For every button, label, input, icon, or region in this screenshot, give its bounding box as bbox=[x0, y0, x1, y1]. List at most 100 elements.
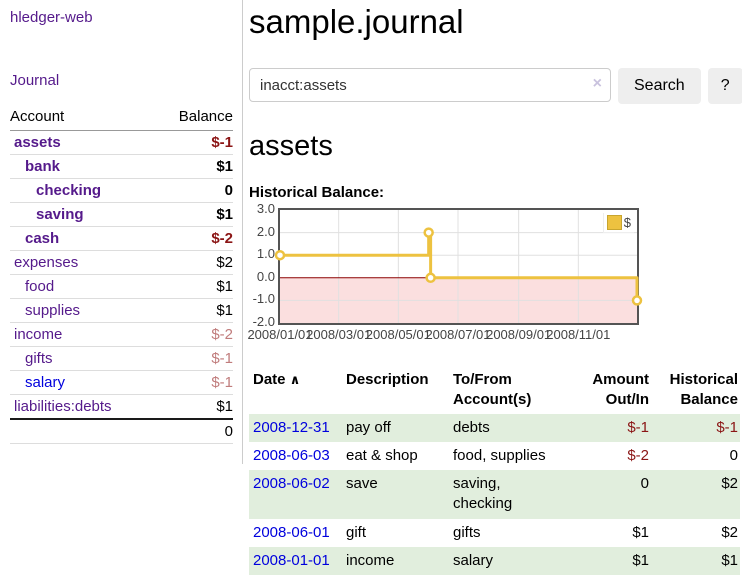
account-link-gifts[interactable]: gifts bbox=[25, 350, 53, 367]
accounts-cell: debts bbox=[453, 418, 490, 436]
date-link[interactable]: 2008-01-01 bbox=[253, 551, 330, 569]
account-link-supplies[interactable]: supplies bbox=[25, 302, 81, 319]
account-balance: $2 bbox=[155, 250, 233, 275]
y-axis-tick-label: 1.0 bbox=[256, 246, 275, 262]
accounts-total-row: 0 bbox=[10, 418, 233, 444]
date-link[interactable]: 2008-12-31 bbox=[253, 418, 330, 436]
amount-cell: $1 bbox=[632, 551, 649, 569]
description-cell: eat & shop bbox=[346, 446, 418, 464]
reg-header-balance: Historical Balance bbox=[669, 371, 738, 409]
account-link-assets[interactable]: assets bbox=[14, 134, 61, 151]
account-row: supplies $1 bbox=[10, 298, 233, 323]
x-axis-tick-label: 2008/01/01 bbox=[247, 327, 313, 342]
x-axis-tick-label: 2008/11/01 bbox=[546, 327, 611, 342]
description-cell: save bbox=[346, 475, 378, 492]
reg-header-description: Description bbox=[346, 371, 429, 388]
description-cell: gift bbox=[346, 523, 367, 541]
search-button[interactable]: Search bbox=[618, 68, 701, 104]
account-row: cash $-2 bbox=[10, 226, 233, 251]
account-balance: $1 bbox=[216, 398, 233, 415]
date-link[interactable]: 2008-06-01 bbox=[253, 523, 330, 541]
y-axis-tick-label: 3.0 bbox=[256, 201, 275, 216]
account-link-salary[interactable]: salary bbox=[25, 374, 66, 391]
account-row: food $1 bbox=[10, 274, 233, 299]
amount-cell: $1 bbox=[632, 523, 649, 541]
balance-cell: $2 bbox=[721, 475, 738, 492]
account-balance: $1 bbox=[155, 202, 233, 227]
balance-cell: $-1 bbox=[716, 418, 738, 436]
register-row: 2008-06-03 eat & shop food, supplies $-2 0 bbox=[249, 442, 740, 470]
description-cell: pay off bbox=[346, 418, 391, 436]
account-link-cash[interactable]: cash bbox=[25, 230, 60, 247]
account-row: checking 0 bbox=[10, 178, 233, 203]
x-axis-tick-label: 2008/07/01 bbox=[425, 327, 491, 342]
reg-header-amount: Amount Out/In bbox=[592, 371, 649, 409]
y-axis-tick-label: -1.0 bbox=[252, 291, 275, 307]
main-content: sample.journal × Search ? assets Histori… bbox=[234, 0, 742, 575]
account-row: bank $1 bbox=[10, 154, 233, 179]
amount-cell: 0 bbox=[640, 475, 649, 492]
account-row: saving $1 bbox=[10, 202, 233, 227]
description-cell: income bbox=[346, 551, 395, 569]
accounts-cell: salary bbox=[453, 551, 494, 569]
chart-plot-area[interactable]: $ bbox=[274, 208, 643, 325]
accounts-cell: saving, checking bbox=[453, 475, 513, 513]
account-link-checking[interactable]: checking bbox=[36, 182, 102, 199]
account-balance: 0 bbox=[155, 178, 233, 203]
chart-title: Historical Balance: bbox=[249, 184, 385, 201]
account-row: assets $-1 bbox=[10, 130, 233, 155]
account-row: income $-2 bbox=[10, 322, 233, 347]
account-balance: $1 bbox=[155, 154, 233, 179]
journal-link[interactable]: Journal bbox=[10, 72, 60, 89]
account-row: salary $-1 bbox=[10, 370, 233, 395]
brand-link[interactable]: hledger-web bbox=[10, 9, 93, 26]
account-balance: $1 bbox=[155, 274, 233, 299]
y-axis-tick-label: 0.0 bbox=[256, 268, 275, 284]
sidebar: hledger-web Journal Account Balance asse… bbox=[0, 0, 243, 464]
reg-header-accounts: To/From Account(s) bbox=[453, 371, 532, 409]
reg-header-date[interactable]: Date ∧ bbox=[253, 371, 301, 388]
x-axis-tick-label: 2008/09/01 bbox=[486, 327, 552, 342]
accounts-total-balance: 0 bbox=[155, 418, 233, 444]
account-link-liabilities-debts[interactable]: liabilities:debts bbox=[14, 398, 112, 415]
balance-cell: $1 bbox=[721, 551, 738, 569]
register-header-row: Date ∧ Description To/From Account(s) Am… bbox=[249, 368, 740, 414]
y-axis-tick-label: 2.0 bbox=[256, 223, 275, 239]
account-balance: $-2 bbox=[155, 226, 233, 251]
accounts-table: Account Balance assets $-1 bank $1 checking 0… bbox=[10, 106, 233, 444]
register-row: 2008-12-31 pay off debts $-1 $-1 bbox=[249, 413, 740, 442]
y-axis-tick-label: -2.0 bbox=[252, 314, 275, 329]
register-table: Date ∧ Description To/From Account(s) Am… bbox=[249, 368, 740, 575]
account-row: expenses $2 bbox=[10, 250, 233, 275]
search-form: × Search ? bbox=[249, 68, 742, 104]
account-link-bank[interactable]: bank bbox=[25, 158, 61, 175]
account-balance: $1 bbox=[155, 298, 233, 323]
balance-cell: $2 bbox=[721, 523, 738, 541]
search-input[interactable] bbox=[249, 68, 611, 102]
clear-search-icon[interactable]: × bbox=[592, 75, 602, 92]
sort-asc-icon: ∧ bbox=[289, 372, 301, 387]
register-row: 2008-01-01 income salary $1 $1 bbox=[249, 546, 740, 575]
account-link-expenses[interactable]: expenses bbox=[14, 254, 79, 271]
accounts-cell: food, supplies bbox=[453, 446, 546, 464]
account-link-food[interactable]: food bbox=[25, 278, 55, 295]
date-link[interactable]: 2008-06-03 bbox=[253, 446, 330, 464]
historical-balance-chart[interactable]: $3.0 2.0 1.0 0.0 -1.0 -2.0 2008/01/01 2008/03/0… bbox=[247, 201, 729, 348]
register-row: 2008-06-02 save saving, checking 0 $2 bbox=[249, 470, 740, 519]
legend-label: $ bbox=[623, 215, 631, 230]
accounts-header-account: Account bbox=[10, 106, 156, 131]
amount-cell: $-1 bbox=[627, 418, 649, 436]
series-swatch-icon bbox=[606, 215, 622, 230]
amount-cell: $-2 bbox=[627, 446, 649, 464]
help-button[interactable]: ? bbox=[707, 68, 742, 104]
account-row: liabilities:debts $1 bbox=[10, 395, 233, 420]
account-link-saving[interactable]: saving bbox=[36, 206, 84, 223]
x-axis-tick-label: 2008/03/01 bbox=[306, 327, 372, 342]
account-link-income[interactable]: income bbox=[14, 326, 63, 343]
account-balance: $-1 bbox=[155, 130, 233, 155]
search-input-wrap: × bbox=[249, 68, 611, 104]
chart-legend: $ bbox=[602, 213, 634, 233]
accounts-cell: gifts bbox=[453, 523, 481, 541]
account-heading: assets bbox=[249, 130, 333, 162]
date-link[interactable]: 2008-06-02 bbox=[253, 475, 330, 492]
